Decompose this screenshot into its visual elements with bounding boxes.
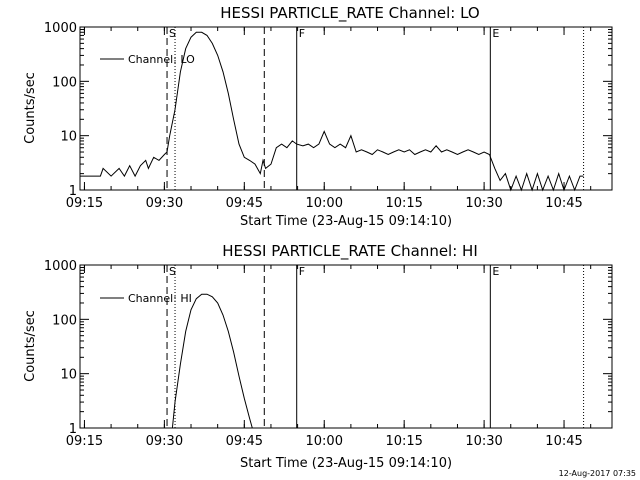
x-tick-label: 09:15: [66, 434, 103, 449]
x-tick-label: 10:15: [385, 196, 422, 211]
y-tick-label: 1000: [44, 21, 77, 36]
x-tick-label: 09:45: [226, 196, 263, 211]
series-line: [80, 31, 584, 192]
y-tick-label: 10: [60, 130, 77, 145]
chart-title-lo: HESSI PARTICLE_RATE Channel: LO: [220, 4, 479, 23]
time-marker-label: F: [299, 27, 305, 40]
time-marker-label: S: [169, 265, 176, 278]
time-marker-label: S: [169, 27, 176, 40]
x-tick-label: 10:45: [545, 434, 582, 449]
x-tick-label: 09:30: [146, 196, 183, 211]
y-axis-label-hi: Counts/sec: [23, 310, 38, 382]
x-tick-label: 09:45: [226, 434, 263, 449]
time-marker-label: F: [299, 265, 305, 278]
y-tick-label: 1: [69, 184, 77, 199]
chart-title-hi: HESSI PARTICLE_RATE Channel: HI: [222, 242, 478, 261]
legend-label-hi: Channel: HI: [128, 292, 192, 305]
timestamp: 12-Aug-2017 07:35: [559, 469, 636, 478]
y-tick-label: 1: [69, 422, 77, 437]
x-axis-label-lo: Start Time (23-Aug-15 09:14:10): [240, 214, 452, 229]
x-tick-label: 10:30: [465, 434, 502, 449]
y-tick-label: 100: [52, 75, 77, 90]
x-axis-label-hi: Start Time (23-Aug-15 09:14:10): [240, 456, 452, 471]
x-tick-label: 10:45: [545, 196, 582, 211]
x-tick-label: 10:00: [306, 196, 343, 211]
y-tick-label: 1000: [44, 259, 77, 274]
legend-label-lo: Channel: LO: [128, 53, 195, 66]
y-tick-label: 10: [60, 368, 77, 383]
x-tick-label: 09:15: [66, 196, 103, 211]
legend-lo: Channel: LO: [100, 53, 195, 66]
y-axis-label-lo: Counts/sec: [23, 72, 38, 144]
panel-lo: HESSI PARTICLE_RATE Channel: LO Counts/s…: [23, 4, 613, 229]
plot-frame-lo: [79, 26, 613, 191]
x-tick-label: 09:30: [146, 434, 183, 449]
time-marker-label: E: [492, 265, 499, 278]
series-line: [171, 293, 253, 429]
panel-hi: HESSI PARTICLE_RATE Channel: HI Counts/s…: [23, 242, 613, 471]
x-tick-label: 10:00: [306, 434, 343, 449]
plot-frame-hi: [79, 264, 613, 429]
x-tick-label: 10:15: [385, 434, 422, 449]
legend-hi: Channel: HI: [100, 292, 192, 305]
y-tick-label: 100: [52, 313, 77, 328]
x-tick-label: 10:30: [465, 196, 502, 211]
time-marker-label: E: [492, 27, 499, 40]
